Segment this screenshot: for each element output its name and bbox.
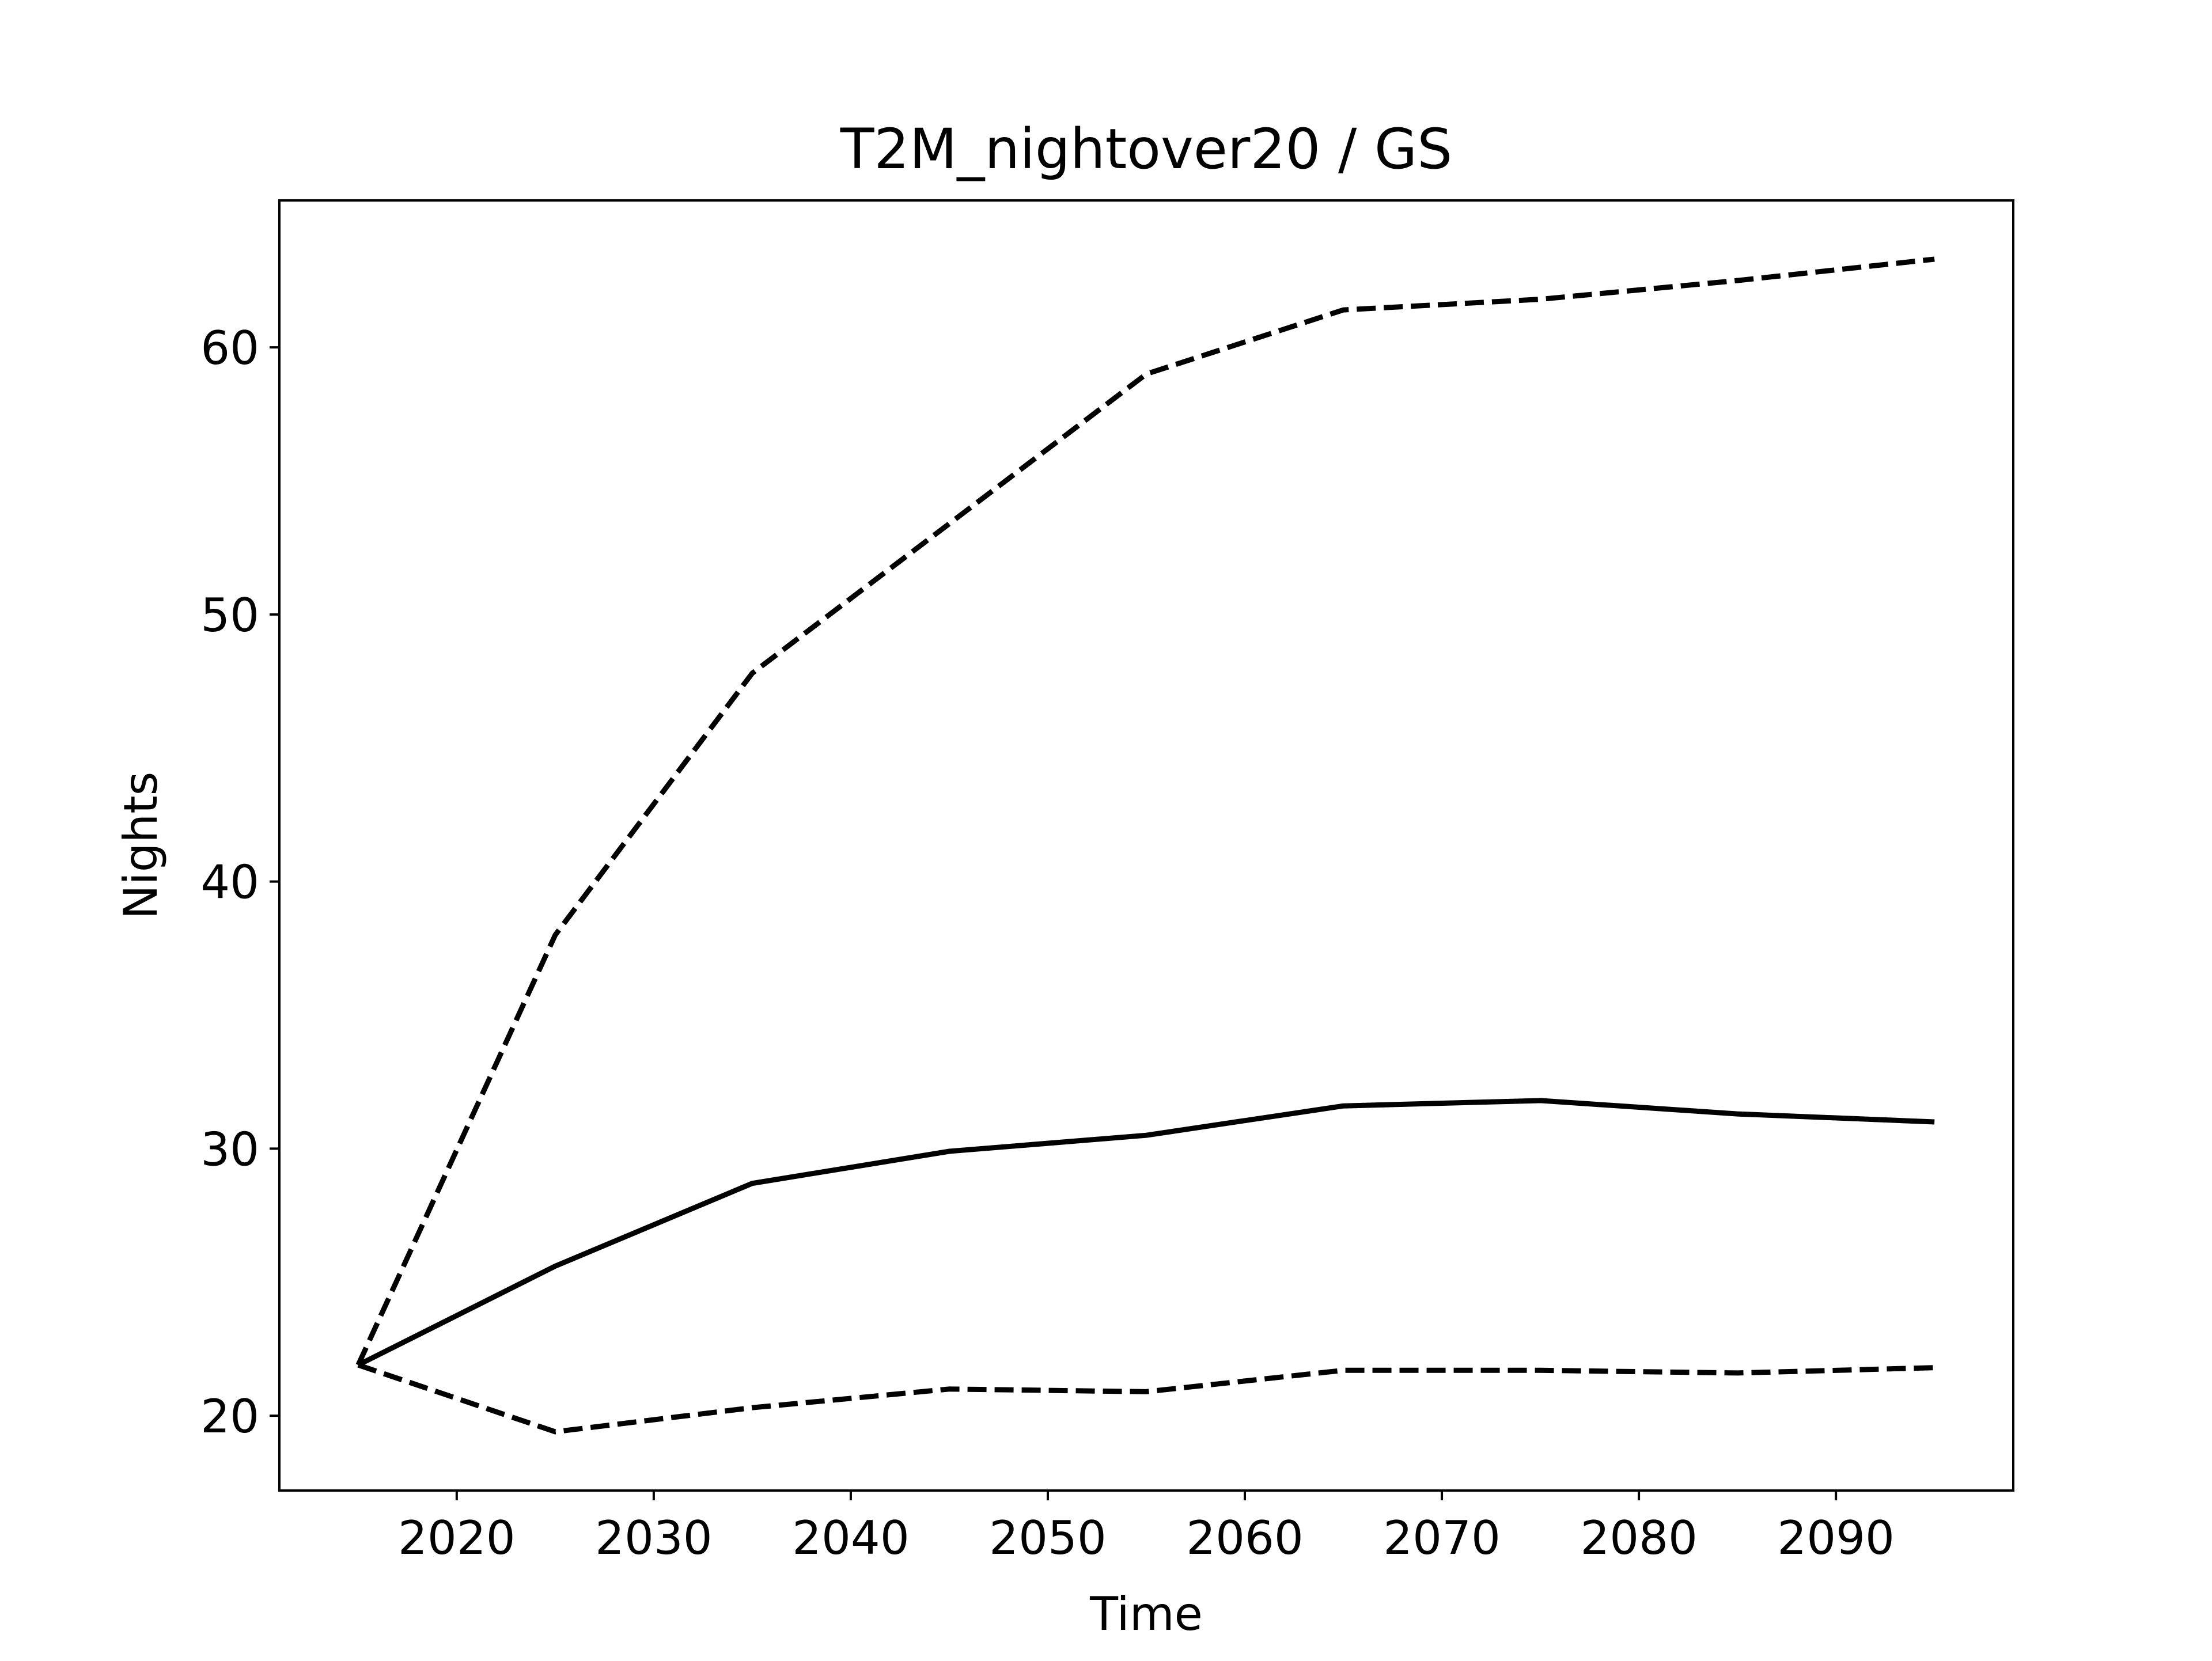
series-line-3-dashed [357, 1362, 1935, 1435]
x-tick-label: 2050 [989, 1511, 1107, 1565]
series-line-1-solid [357, 1098, 1935, 1368]
x-tick-label: 2060 [1186, 1511, 1304, 1565]
x-tick-label: 2040 [792, 1511, 910, 1565]
x-tick-label: 2020 [398, 1511, 516, 1565]
x-tick-label: 2080 [1580, 1511, 1698, 1565]
y-tick-label: 40 [200, 856, 259, 909]
x-axis-label: Time [1089, 1587, 1203, 1641]
x-tick-label: 2030 [595, 1511, 713, 1565]
y-tick-label: 30 [200, 1122, 259, 1176]
x-tick-label: 2090 [1777, 1511, 1895, 1565]
y-tick-label: 50 [200, 589, 259, 642]
ticks-layer: 2020 2030 2040 2050 2060 2070 2080 209020304050… [200, 321, 1895, 1565]
y-tick-label: 20 [200, 1390, 259, 1443]
x-tick-label: 2070 [1383, 1511, 1501, 1565]
chart-title: T2M_nightover20 / GS [840, 117, 1452, 181]
y-tick-label: 60 [200, 321, 259, 375]
plot-area-frame [278, 199, 2014, 1492]
series-line-2-dashed [355, 256, 1935, 1366]
y-axis-label: Nights [114, 772, 168, 920]
series-layer [355, 256, 1935, 1435]
